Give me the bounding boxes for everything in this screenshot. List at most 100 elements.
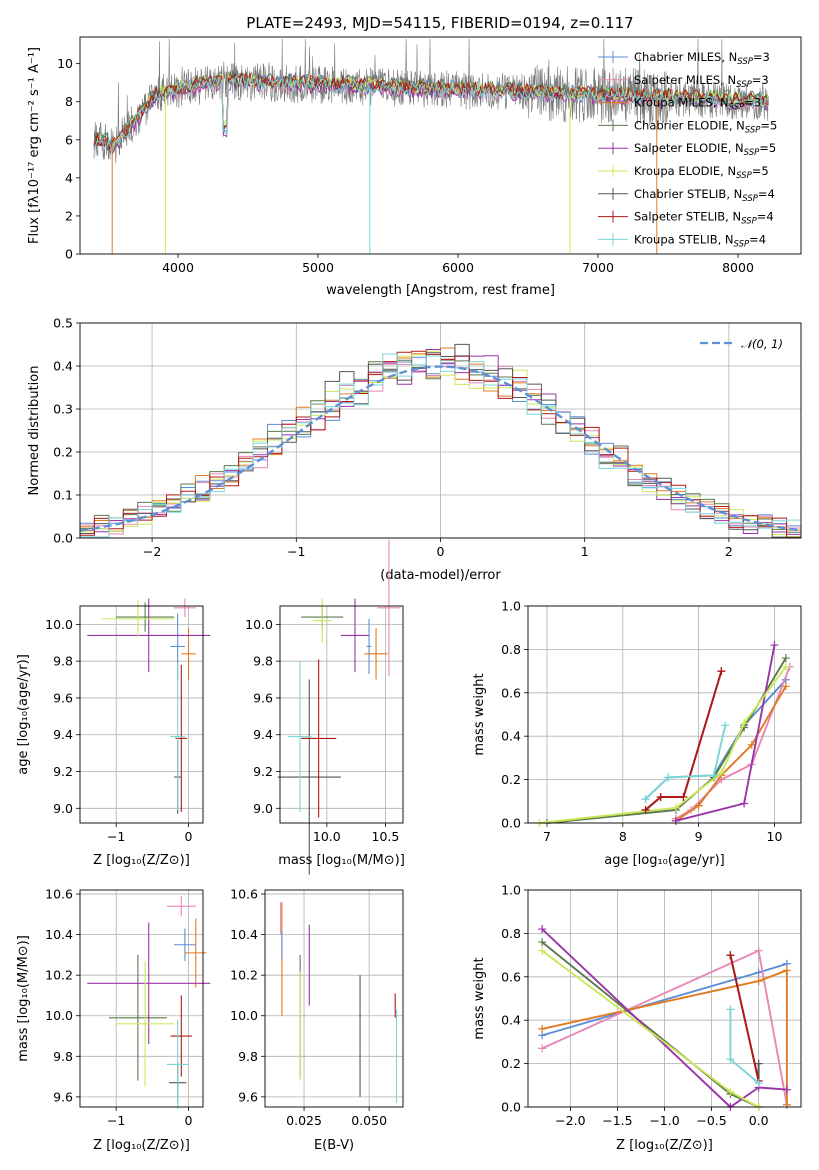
x-tick-label: −1 [107,829,125,844]
data-marker-krou_stelib [754,1079,763,1088]
y-tick-label: 2 [65,208,73,223]
data-marker-chab_miles [754,968,763,977]
spectrum-panel: 4000 5000 6000 7000 8000 0 2 4 6 8 10 wavelength [A… [27,36,802,298]
axes-frame [79,322,802,539]
x-tick-label: 4000 [162,260,194,275]
x-tick-label: 7000 [582,260,614,275]
x-tick-label: −2.0 [555,1113,585,1128]
axes-frame [527,889,802,1108]
data-marker-krou_stelib [726,1005,735,1014]
y-tick-label: 9.8 [253,654,273,669]
x-tick-label: 0.0 [749,1113,769,1128]
y-tick-label: 0.2 [501,772,521,787]
data-marker-krou_elodie [538,946,547,955]
x-tick-label: 0 [185,829,193,844]
y-tick-label: 9.2 [253,764,273,779]
y-tick-label: 9.8 [53,654,73,669]
y-tick-label: 0.4 [501,729,521,744]
legend-entry: Kroupa ELODIE, NSSP=5 [634,164,769,181]
x-tick-label: 0.050 [351,1113,387,1128]
x-axis-label: (data-model)/error [380,568,501,583]
x-axis-label: Z [log₁₀(Z/Z⊙)] [616,1138,713,1153]
y-tick-label: 9.6 [253,690,273,705]
y-tick-label: 10.6 [230,887,258,902]
y-tick-label: 0.0 [53,531,73,546]
data-marker-salp_stelib [679,792,688,801]
y-tick-label: 9.6 [53,1089,73,1104]
y-tick-label: 10.2 [45,968,73,983]
x-tick-label: 0 [185,1113,193,1128]
y-tick-label: 9.2 [53,764,73,779]
x-tick-label: 9 [695,829,703,844]
data-marker-krou_stelib [709,771,718,780]
data-marker-krou_miles [538,1024,547,1033]
y-tick-label: 10.4 [45,927,73,942]
data-marker-krou_stelib [721,721,730,730]
mass-vs-metallicity-panel: −1 0 9.6 9.8 10.0 10.2 10.4 10.6 Z [log₁₀(Z/Z⊙)]… [16,887,211,1153]
data-marker-salp_elodie [782,1085,791,1094]
data-marker-salp_miles [538,1044,547,1053]
x-tick-label: 10.0 [313,829,341,844]
axes-frame [79,36,802,255]
data-marker-salp_miles [754,946,763,955]
y-tick-label: 10.6 [45,887,73,902]
y-tick-label: 0.6 [501,969,521,984]
data-marker-salp_stelib [726,951,735,960]
model-spectrum-krou_stelib [93,75,768,152]
x-tick-label: −0.5 [696,1113,726,1128]
legend-entry: Chabrier MILES, NSSP=3 [634,50,770,67]
x-tick-label: 0.025 [286,1113,322,1128]
x-tick-label: 5000 [302,260,334,275]
y-tick-label: 0.6 [501,685,521,700]
mass-weight-vs-age-panel: 7 8 9 10 0.0 0.2 0.4 0.6 0.8 1.0 age [log₁₀(age/yr… [472,599,802,868]
series-line-salp_stelib [729,954,760,1082]
x-tick-label: 7 [543,829,551,844]
axes-frame [264,889,404,1108]
y-tick-label: 0.4 [501,1013,521,1028]
mass-vs-extinction-panel: 0.025 0.050 9.6 9.8 10.0 10.2 10.4 10.6 E(B-V) [230,887,404,1153]
y-tick-label: 0.5 [53,316,73,331]
data-marker-salp_elodie [538,925,547,934]
data-marker-salp_elodie [671,816,680,825]
y-tick-label: 0.2 [53,445,73,460]
y-tick-label: 10.0 [230,1008,258,1023]
y-tick-label: 0.4 [53,359,73,374]
y-tick-label: 9.8 [238,1049,258,1064]
data-marker-chab_elodie [538,938,547,947]
series-line-krou_miles [541,969,788,1105]
legend-entry: 𝒩(0, 1) [741,337,783,351]
y-axis-label: Normed distribution [27,366,42,496]
y-tick-label: 8 [65,94,73,109]
y-tick-label: 1.0 [501,599,521,614]
data-marker-chab_elodie [781,654,790,663]
y-tick-label: 0.1 [53,488,73,503]
data-marker-krou_stelib [641,795,650,804]
y-tick-label: 10 [57,56,73,71]
histogram-salp_stelib [79,350,801,539]
series-line-chab_elodie [546,657,787,824]
x-axis-label: wavelength [Angstrom, rest frame] [326,283,555,298]
y-tick-label: 10.2 [230,968,258,983]
legend-entry: Kroupa MILES, NSSP=3 [634,96,761,113]
mass-weight-vs-metallicity-panel: −2.0 −1.5 −1.0 −0.5 0.0 0.0 0.2 0.4 0.6 0.8 1.0 Z [… [472,883,802,1153]
y-tick-label: 0.0 [501,816,521,831]
axes-frame [527,605,802,824]
y-axis-label: mass weight [472,673,487,755]
x-tick-label: 1 [581,544,589,559]
data-marker-krou_elodie [671,803,680,812]
data-marker-salp_elodie [770,641,779,650]
data-marker-krou_elodie [740,719,749,728]
y-tick-label: 6 [65,132,73,147]
y-tick-label: 0.8 [501,642,521,657]
data-marker-krou_elodie [717,769,726,778]
x-axis-label: mass [log₁₀(M/M⊙)] [278,853,405,868]
y-tick-label: 0.0 [501,1100,521,1115]
series-line-salp_stelib [644,670,723,811]
y-tick-label: 10.4 [230,927,258,942]
y-tick-label: 9.8 [53,1049,73,1064]
x-axis-label: age [log₁₀(age/yr)] [604,853,725,868]
histogram-krou_stelib [79,353,801,538]
y-axis-label: mass [log₁₀(M/M⊙)] [16,935,31,1062]
y-axis-label: Flux [fλ10⁻¹⁷ erg cm⁻² s⁻¹ A⁻¹] [27,47,42,244]
data-marker-krou_elodie [726,1087,735,1096]
